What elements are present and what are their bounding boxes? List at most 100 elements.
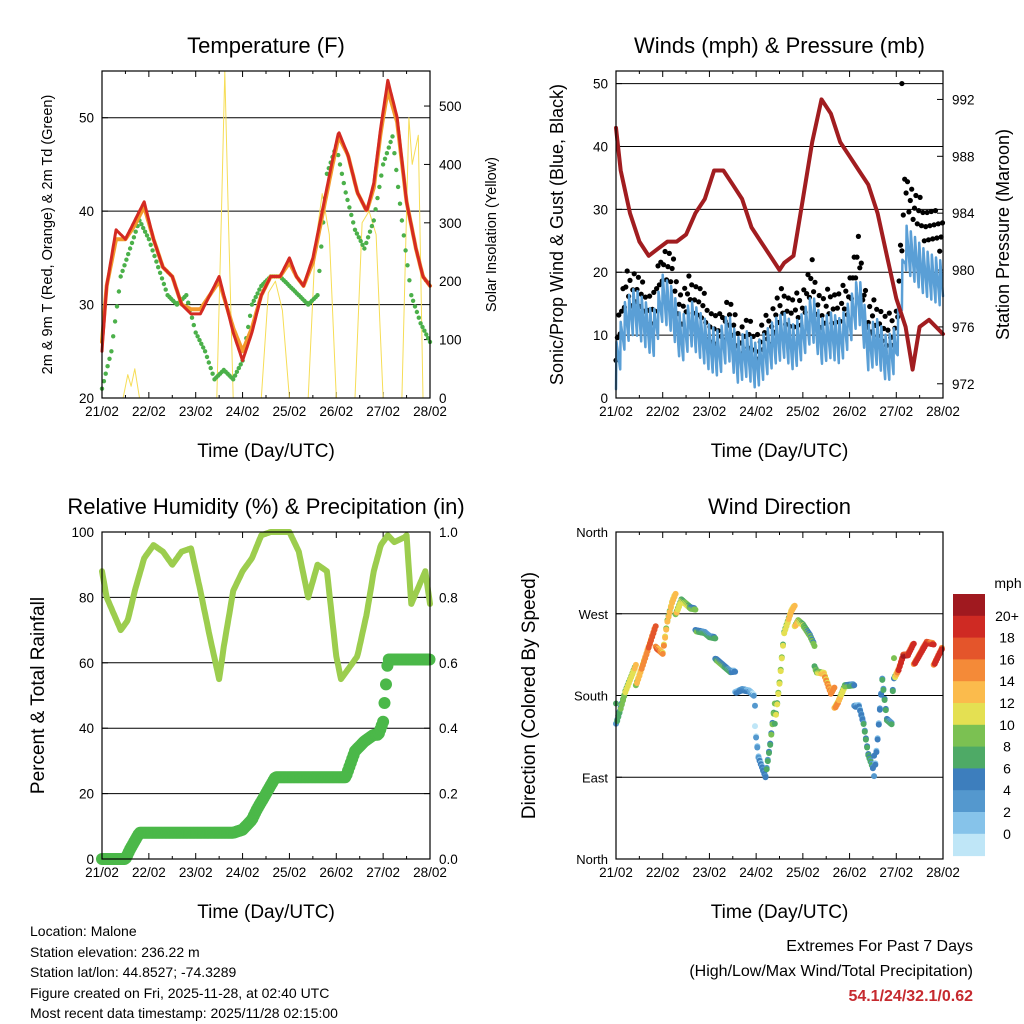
dewpoint-point <box>315 293 320 298</box>
dewpoint-point <box>197 337 202 343</box>
gust-point <box>878 308 884 315</box>
humidity-ytick-right-label: 1.0 <box>439 525 458 540</box>
dewpoint-point <box>362 246 367 251</box>
gust-point <box>790 297 796 303</box>
gust-point <box>812 279 818 285</box>
dewpoint-point <box>358 238 363 244</box>
direction-point <box>862 736 869 743</box>
direction-point <box>664 618 671 625</box>
gust-point <box>700 303 706 309</box>
direction-point <box>662 634 669 641</box>
gust-point <box>689 282 695 288</box>
temp-2m-line <box>100 78 432 363</box>
gust-point <box>766 318 772 324</box>
direction-point <box>763 766 770 773</box>
dewpoint-point <box>191 322 196 328</box>
gust-point <box>805 272 811 278</box>
dewpoint-point <box>257 287 262 292</box>
humidity-xlabel: Time (Day/UTC) <box>197 902 335 923</box>
direction-point <box>864 744 871 751</box>
temperature-xtick-label: 27/02 <box>366 404 400 419</box>
direction-point <box>663 626 670 633</box>
gust-point <box>673 279 679 285</box>
gust-point <box>731 322 737 328</box>
wind-ytick-label: 10 <box>593 328 608 343</box>
dewpoint-point <box>422 328 427 333</box>
gust-point <box>840 282 846 288</box>
gust-point <box>804 291 810 297</box>
temperature-xtick-label: 22/02 <box>132 404 166 419</box>
dewpoint-point <box>199 341 204 346</box>
dewpoint-point <box>337 162 343 167</box>
dewpoint-point <box>152 253 157 259</box>
gust-point <box>914 221 920 227</box>
dewpoint-point <box>206 360 211 365</box>
gust-point <box>662 248 668 255</box>
dewpoint-point <box>112 319 118 324</box>
wind-xtick-label: 27/02 <box>879 404 913 419</box>
dewpoint-point <box>118 274 123 279</box>
direction-ytick-label: South <box>574 689 608 704</box>
humidity-ytick-right-label: 0.2 <box>439 787 458 802</box>
gust-point <box>820 296 827 302</box>
gust-point <box>777 303 783 309</box>
direction-point <box>750 692 757 699</box>
gust-point <box>754 331 761 338</box>
gust-point <box>784 308 790 314</box>
dewpoint-point <box>133 229 138 234</box>
humidity-xtick-label: 21/02 <box>85 865 119 880</box>
gust-point <box>656 282 663 288</box>
gust-point <box>825 286 831 292</box>
gust-point <box>647 293 653 299</box>
direction-point <box>766 750 772 756</box>
dewpoint-point <box>238 362 243 367</box>
dewpoint-point <box>163 287 168 292</box>
dewpoint-point <box>234 369 240 374</box>
gust-point <box>686 273 692 279</box>
gust-point <box>638 291 644 297</box>
direction-xtick-label: 23/02 <box>693 865 727 880</box>
relative-humidity-line <box>99 529 433 683</box>
direction-point <box>871 773 878 780</box>
humidity-ytick-label: 20 <box>79 787 94 802</box>
gust-point <box>911 205 918 211</box>
dewpoint-point <box>395 184 401 190</box>
gust-point <box>654 286 660 292</box>
dewpoint-point <box>154 259 159 264</box>
dewpoint-point <box>390 134 395 139</box>
dewpoint-point <box>103 371 108 376</box>
dewpoint-point <box>129 240 135 246</box>
direction-ytick-label: East <box>582 770 608 785</box>
gust-point <box>763 312 769 318</box>
temperature-xtick-label: 26/02 <box>319 404 353 419</box>
direction-point <box>878 691 885 698</box>
legend-label: 10 <box>999 717 1015 733</box>
gust-point <box>907 197 913 204</box>
temperature-ylabel-right: Solar Insolation (Yellow) <box>484 157 500 312</box>
legend-label: 8 <box>1003 739 1011 755</box>
dewpoint-point <box>382 156 388 161</box>
dewpoint-point <box>236 365 241 371</box>
direction-point <box>880 687 887 693</box>
dewpoint-point <box>246 324 251 330</box>
direction-point <box>888 721 895 728</box>
gust-point <box>640 279 646 285</box>
direction-point <box>752 702 758 709</box>
dewpoint-point <box>394 167 399 173</box>
humidity-xtick-label: 22/02 <box>132 865 166 880</box>
gust-point <box>774 295 780 301</box>
dewpoint-point <box>317 268 322 274</box>
dewpoint-point <box>201 345 206 350</box>
dewpoint-point <box>424 332 429 337</box>
wind-plot-frame <box>615 70 944 399</box>
direction-point <box>712 635 719 642</box>
direction-xtick-label: 26/02 <box>833 865 867 880</box>
gust-point <box>708 311 714 317</box>
legend-swatch <box>953 812 985 835</box>
gust-point <box>874 306 880 312</box>
gust-point <box>795 314 801 321</box>
gust-point <box>869 313 876 319</box>
dewpoint-point <box>354 231 360 236</box>
direction-xtick-label: 25/02 <box>786 865 820 880</box>
dewpoint-point <box>336 152 341 158</box>
